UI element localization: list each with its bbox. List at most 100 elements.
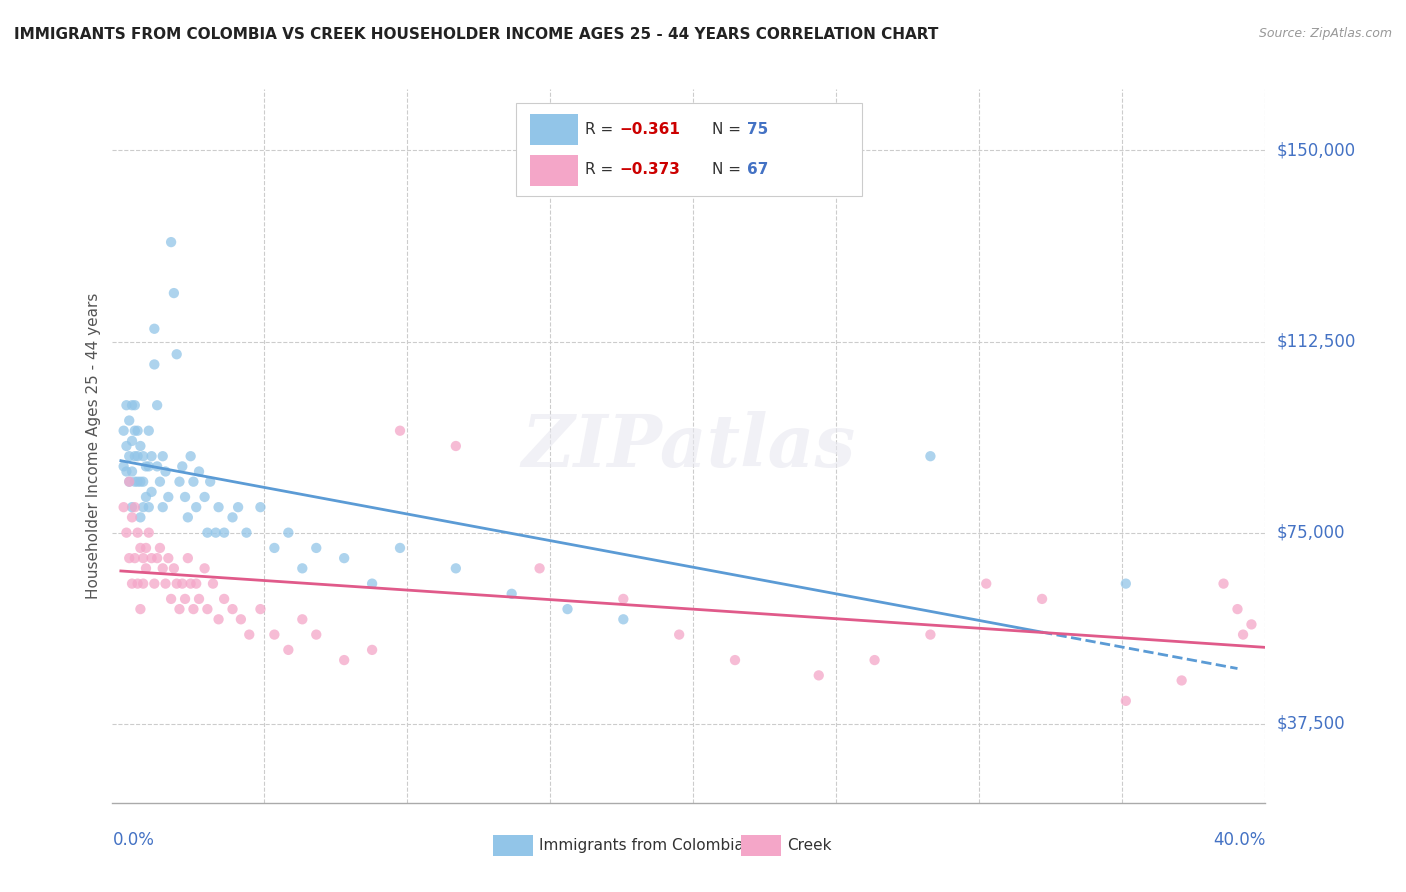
- Point: [118, 449, 141, 463]
- Point: [166, 576, 188, 591]
- Point: [127, 525, 149, 540]
- Point: [501, 587, 523, 601]
- Point: [204, 525, 226, 540]
- Point: [194, 561, 217, 575]
- Point: [180, 449, 202, 463]
- Point: [188, 591, 211, 606]
- Point: [180, 576, 202, 591]
- Point: [163, 286, 186, 301]
- Point: [920, 449, 942, 463]
- Point: [207, 612, 229, 626]
- Point: [1240, 617, 1263, 632]
- Point: [157, 551, 180, 566]
- Point: [291, 561, 314, 575]
- Point: [333, 653, 356, 667]
- Point: [112, 424, 135, 438]
- Point: [124, 475, 146, 489]
- Point: [115, 525, 138, 540]
- Point: [183, 475, 205, 489]
- Point: [291, 612, 314, 626]
- Point: [143, 322, 166, 336]
- Point: [194, 490, 217, 504]
- Point: [238, 627, 260, 641]
- Point: [138, 424, 160, 438]
- Point: [160, 591, 183, 606]
- Point: [118, 413, 141, 427]
- Point: [807, 668, 830, 682]
- Point: [112, 459, 135, 474]
- Point: [177, 510, 200, 524]
- Point: [132, 500, 155, 515]
- Point: [129, 602, 152, 616]
- Point: [305, 541, 328, 555]
- Point: [124, 449, 146, 463]
- Point: [183, 602, 205, 616]
- Point: [444, 561, 467, 575]
- Text: N =: N =: [711, 162, 745, 178]
- Point: [127, 449, 149, 463]
- Point: [863, 653, 886, 667]
- Point: [221, 602, 243, 616]
- FancyBboxPatch shape: [530, 114, 578, 145]
- Point: [149, 541, 172, 555]
- Point: [974, 576, 997, 591]
- Point: [333, 551, 356, 566]
- Point: [135, 561, 157, 575]
- Point: [235, 525, 257, 540]
- Point: [118, 475, 141, 489]
- Point: [138, 525, 160, 540]
- Point: [529, 561, 551, 575]
- Point: [221, 510, 243, 524]
- Point: [121, 510, 143, 524]
- Point: [172, 576, 194, 591]
- Point: [249, 500, 271, 515]
- Point: [186, 576, 208, 591]
- Text: −0.361: −0.361: [620, 121, 681, 136]
- Point: [124, 398, 146, 412]
- Point: [186, 500, 208, 515]
- Point: [1226, 602, 1249, 616]
- Text: Source: ZipAtlas.com: Source: ZipAtlas.com: [1258, 27, 1392, 40]
- Point: [143, 358, 166, 372]
- Text: 40.0%: 40.0%: [1213, 830, 1265, 848]
- Point: [177, 551, 200, 566]
- Point: [135, 459, 157, 474]
- Point: [112, 500, 135, 515]
- Point: [197, 602, 219, 616]
- Point: [149, 475, 172, 489]
- Text: $37,500: $37,500: [1277, 714, 1346, 733]
- Text: −0.373: −0.373: [620, 162, 681, 178]
- Point: [155, 576, 177, 591]
- Point: [277, 643, 299, 657]
- FancyBboxPatch shape: [494, 835, 533, 856]
- Point: [207, 500, 229, 515]
- Point: [668, 627, 690, 641]
- Point: [135, 541, 157, 555]
- Point: [121, 465, 143, 479]
- Point: [198, 475, 221, 489]
- Point: [132, 551, 155, 566]
- Point: [263, 627, 285, 641]
- Point: [121, 576, 143, 591]
- Point: [135, 490, 157, 504]
- FancyBboxPatch shape: [530, 155, 578, 186]
- Text: $75,000: $75,000: [1277, 524, 1346, 541]
- Point: [121, 434, 143, 448]
- Point: [141, 449, 163, 463]
- Point: [127, 424, 149, 438]
- Point: [129, 510, 152, 524]
- Point: [121, 398, 143, 412]
- Point: [152, 561, 174, 575]
- Point: [444, 439, 467, 453]
- Point: [138, 459, 160, 474]
- Point: [174, 591, 197, 606]
- Point: [1232, 627, 1254, 641]
- Point: [132, 449, 155, 463]
- Point: [1031, 591, 1053, 606]
- FancyBboxPatch shape: [741, 835, 782, 856]
- Text: R =: R =: [585, 162, 619, 178]
- Point: [152, 449, 174, 463]
- Text: R =: R =: [585, 121, 619, 136]
- Point: [226, 500, 249, 515]
- Point: [115, 465, 138, 479]
